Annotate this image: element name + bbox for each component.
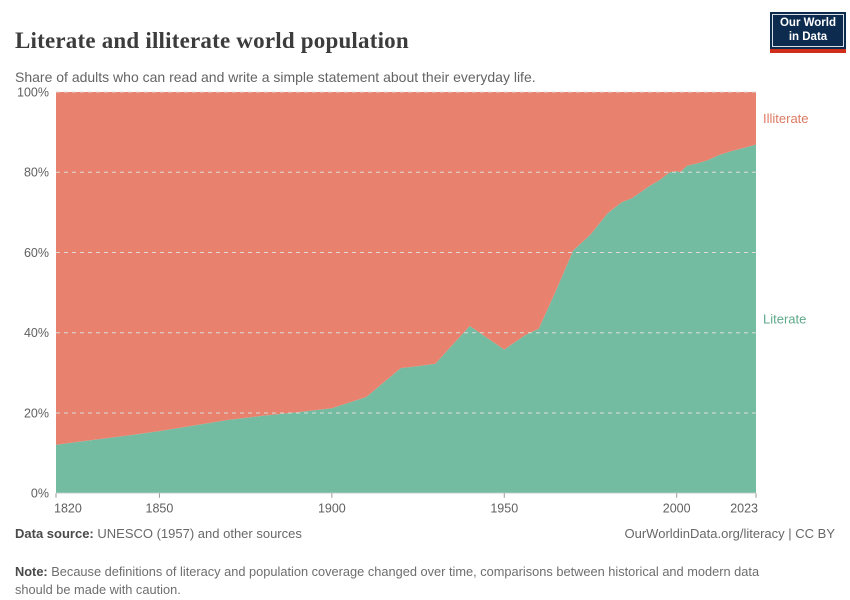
x-axis-tick-label: 1950: [490, 501, 518, 515]
x-axis-tick-label: 1900: [318, 501, 346, 515]
y-axis-tick-label: 0%: [31, 487, 49, 501]
owid-logo-frame: Our World in Data: [772, 14, 844, 47]
page-title: Literate and illiterate world population: [15, 28, 409, 54]
data-source-line: Data source: UNESCO (1957) and other sou…: [15, 526, 302, 541]
owid-logo-line1: Our World: [779, 16, 836, 29]
note-text: Because definitions of literacy and popu…: [15, 563, 760, 597]
footer-source-row: Data source: UNESCO (1957) and other sou…: [15, 526, 835, 541]
x-axis-tick-label: 1850: [146, 501, 174, 515]
x-axis-tick-label: 2000: [663, 501, 691, 515]
x-axis-tick-label: 1820: [54, 501, 82, 515]
y-axis-tick-label: 40%: [24, 326, 49, 340]
series-label-illiterate: Illiterate: [763, 111, 809, 126]
owid-logo-line2: in Data: [788, 30, 828, 43]
series-label-literate: Literate: [763, 311, 806, 326]
chart-subtitle: Share of adults who can read and write a…: [15, 69, 536, 85]
stacked-area-chart[interactable]: 1820 1850 1900 1950 2000 2023 0% 20% 40% 60% 80% 10…: [0, 0, 850, 525]
y-axis-tick-label: 100%: [17, 85, 49, 99]
y-axis-tick-label: 20%: [24, 406, 49, 420]
y-axis-tick-label: 60%: [24, 246, 49, 260]
illiterate-area[interactable]: [56, 92, 756, 445]
attribution-link[interactable]: OurWorldinData.org/literacy | CC BY: [624, 526, 835, 541]
data-source-text: UNESCO (1957) and other sources: [97, 526, 302, 541]
literate-area[interactable]: [56, 144, 756, 494]
owid-logo[interactable]: Our World in Data: [770, 12, 846, 53]
x-axis-tick-label: 2023: [730, 501, 758, 515]
y-axis-tick-label: 80%: [24, 166, 49, 180]
note-label: Note:: [15, 563, 48, 579]
footer-note: Note: Because definitions of literacy an…: [15, 563, 787, 599]
data-source-label: Data source:: [15, 526, 94, 541]
